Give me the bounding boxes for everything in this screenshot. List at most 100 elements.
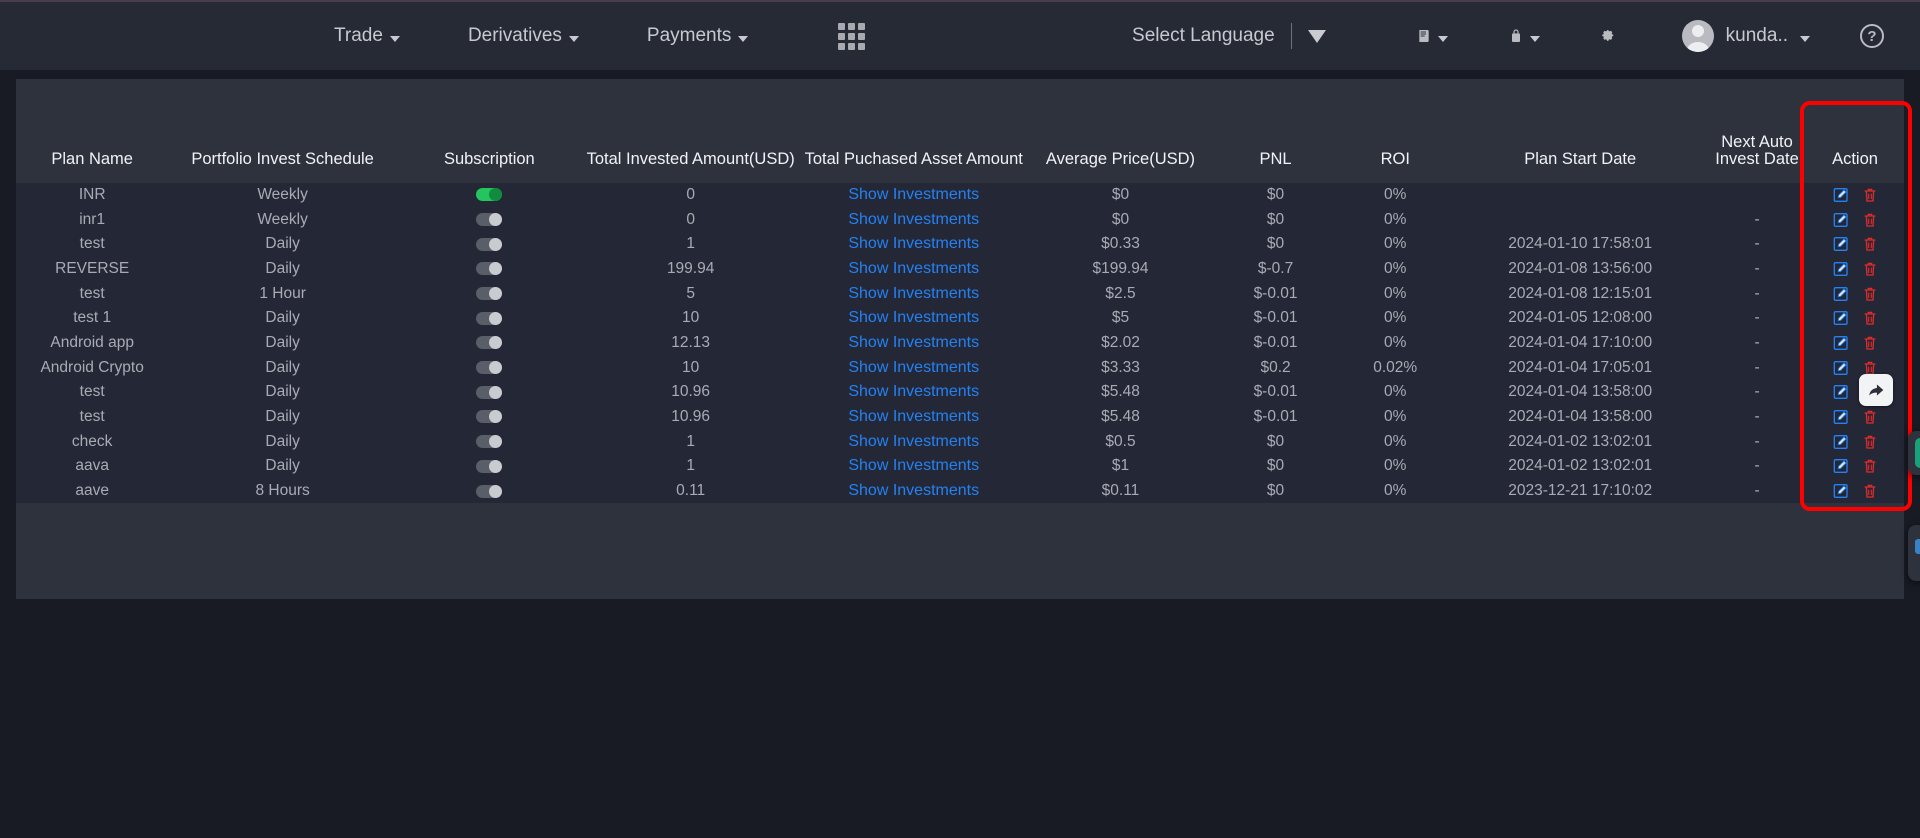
help-circle-icon[interactable]: ? (1860, 24, 1884, 48)
cell-average-price: $0 (1111, 210, 1130, 228)
show-investments-link[interactable]: Show Investments (848, 383, 980, 401)
nav-item-payments[interactable]: Payments (613, 25, 782, 47)
cell-total-invested: 5 (686, 284, 695, 302)
trash-delete-icon[interactable] (1862, 187, 1878, 203)
nav-item-trade[interactable]: Trade (300, 25, 434, 47)
cell-plan-name: test 1 (73, 309, 112, 327)
trash-delete-icon[interactable] (1862, 286, 1878, 302)
cell-plan-name: check (71, 432, 113, 450)
bag-lock-icon-button[interactable] (1508, 28, 1540, 44)
cell-average-price: $5.48 (1101, 408, 1140, 426)
subscription-toggle[interactable] (476, 188, 503, 202)
subscription-toggle[interactable] (476, 237, 503, 251)
trash-delete-icon[interactable] (1862, 434, 1878, 450)
subscription-toggle[interactable] (476, 385, 503, 399)
trash-delete-icon[interactable] (1862, 483, 1878, 499)
trash-delete-icon[interactable] (1862, 310, 1878, 326)
cell-subscription (397, 207, 582, 232)
cell-action (1806, 281, 1904, 306)
show-investments-link[interactable]: Show Investments (848, 432, 980, 450)
edit-pencil-icon[interactable] (1833, 187, 1849, 203)
subscription-toggle[interactable] (476, 212, 503, 226)
col-pnl: PNL (1259, 150, 1292, 168)
cell-plan-start-date: 2024-01-04 13:58:00 (1508, 408, 1653, 426)
subscription-toggle[interactable] (476, 410, 503, 424)
subscription-toggle[interactable] (476, 336, 503, 350)
trash-delete-icon[interactable] (1862, 409, 1878, 425)
edit-pencil-icon[interactable] (1833, 236, 1849, 252)
show-investments-link[interactable]: Show Investments (848, 309, 980, 327)
table-header: Plan Name Portfolio Invest Schedule Subs… (16, 79, 1904, 183)
gear-icon (1601, 30, 1613, 41)
cell-next-auto-invest-date: - (1754, 482, 1760, 500)
edit-pencil-icon[interactable] (1833, 212, 1849, 228)
cell-pnl: $-0.01 (1253, 284, 1298, 302)
cell-subscription (397, 479, 582, 504)
trash-delete-icon[interactable] (1862, 212, 1878, 228)
show-investments-link[interactable]: Show Investments (848, 333, 980, 351)
edit-pencil-icon[interactable] (1833, 261, 1849, 277)
apps-grid-icon[interactable] (838, 22, 866, 50)
edit-pencil-icon[interactable] (1833, 286, 1849, 302)
cell-action (1806, 454, 1904, 479)
cell-roi: 0% (1384, 309, 1407, 327)
show-investments-link[interactable]: Show Investments (848, 235, 980, 253)
subscription-toggle[interactable] (476, 311, 503, 325)
nav-item-derivatives[interactable]: Derivatives (434, 25, 613, 47)
cell-next-auto-invest-date: - (1754, 235, 1760, 253)
show-investments-link[interactable]: Show Investments (848, 482, 980, 500)
chevron-down-icon[interactable] (1307, 29, 1326, 43)
edit-pencil-icon[interactable] (1833, 335, 1849, 351)
row-action-buttons (1806, 236, 1904, 252)
trash-delete-icon[interactable] (1862, 458, 1878, 474)
show-investments-link[interactable]: Show Investments (848, 284, 980, 302)
show-investments-link[interactable]: Show Investments (848, 259, 980, 277)
book-icon-button[interactable] (1416, 28, 1448, 44)
edit-pencil-icon[interactable] (1833, 434, 1849, 450)
cell-plan-start-date: 2024-01-02 13:02:01 (1508, 432, 1653, 450)
trash-delete-icon[interactable] (1862, 360, 1878, 376)
openai-chatgpt-icon (1915, 438, 1920, 469)
cell-plan-start-date: 2024-01-08 12:15:01 (1508, 284, 1653, 302)
edit-pencil-icon[interactable] (1833, 384, 1849, 400)
show-investments-link[interactable]: Show Investments (848, 185, 980, 203)
row-action-buttons (1806, 483, 1904, 499)
secondary-nav: Select Language kunda.. (1132, 20, 1920, 52)
subscription-toggle[interactable] (476, 361, 503, 375)
cell-total-invested: 10.96 (671, 383, 711, 401)
chevron-down-icon (1800, 36, 1810, 42)
chat-widget-fab[interactable] (1908, 525, 1920, 582)
cell-subscription (397, 281, 582, 306)
cell-total-invested: 10.96 (671, 408, 711, 426)
cell-average-price: $199.94 (1092, 259, 1149, 277)
trash-delete-icon[interactable] (1862, 261, 1878, 277)
show-investments-link[interactable]: Show Investments (848, 457, 980, 475)
edit-pencil-icon[interactable] (1833, 409, 1849, 425)
nav-item-payments-label: Payments (646, 25, 732, 46)
language-selector[interactable]: Select Language (1132, 23, 1326, 49)
trash-delete-icon[interactable] (1862, 236, 1878, 252)
trash-delete-icon[interactable] (1862, 335, 1878, 351)
openai-chatgpt-fab[interactable] (1908, 431, 1920, 476)
cell-average-price: $5.48 (1101, 383, 1140, 401)
col-total-invested-amount: Total Invested Amount(USD) (586, 150, 795, 168)
cell-purchased-asset: Show Investments (799, 232, 1028, 257)
subscription-toggle[interactable] (476, 459, 503, 473)
subscription-toggle[interactable] (476, 435, 503, 449)
cell-plan-name: test (79, 383, 105, 401)
subscription-toggle[interactable] (476, 484, 503, 498)
gear-icon-button[interactable] (1600, 28, 1616, 44)
edit-pencil-icon[interactable] (1833, 483, 1849, 499)
show-investments-link[interactable]: Show Investments (848, 408, 980, 426)
edit-pencil-icon[interactable] (1833, 458, 1849, 474)
show-investments-link[interactable]: Show Investments (848, 358, 980, 376)
subscription-toggle[interactable] (476, 287, 503, 300)
edit-pencil-icon[interactable] (1833, 360, 1849, 376)
edit-pencil-icon[interactable] (1833, 310, 1849, 326)
show-investments-link[interactable]: Show Investments (848, 210, 980, 228)
user-menu[interactable]: kunda.. (1681, 20, 1810, 52)
col-action: Action (1832, 150, 1878, 168)
cell-average-price: $2.5 (1105, 284, 1136, 302)
subscription-toggle[interactable] (476, 262, 503, 276)
cell-plan-name: test (79, 284, 105, 302)
